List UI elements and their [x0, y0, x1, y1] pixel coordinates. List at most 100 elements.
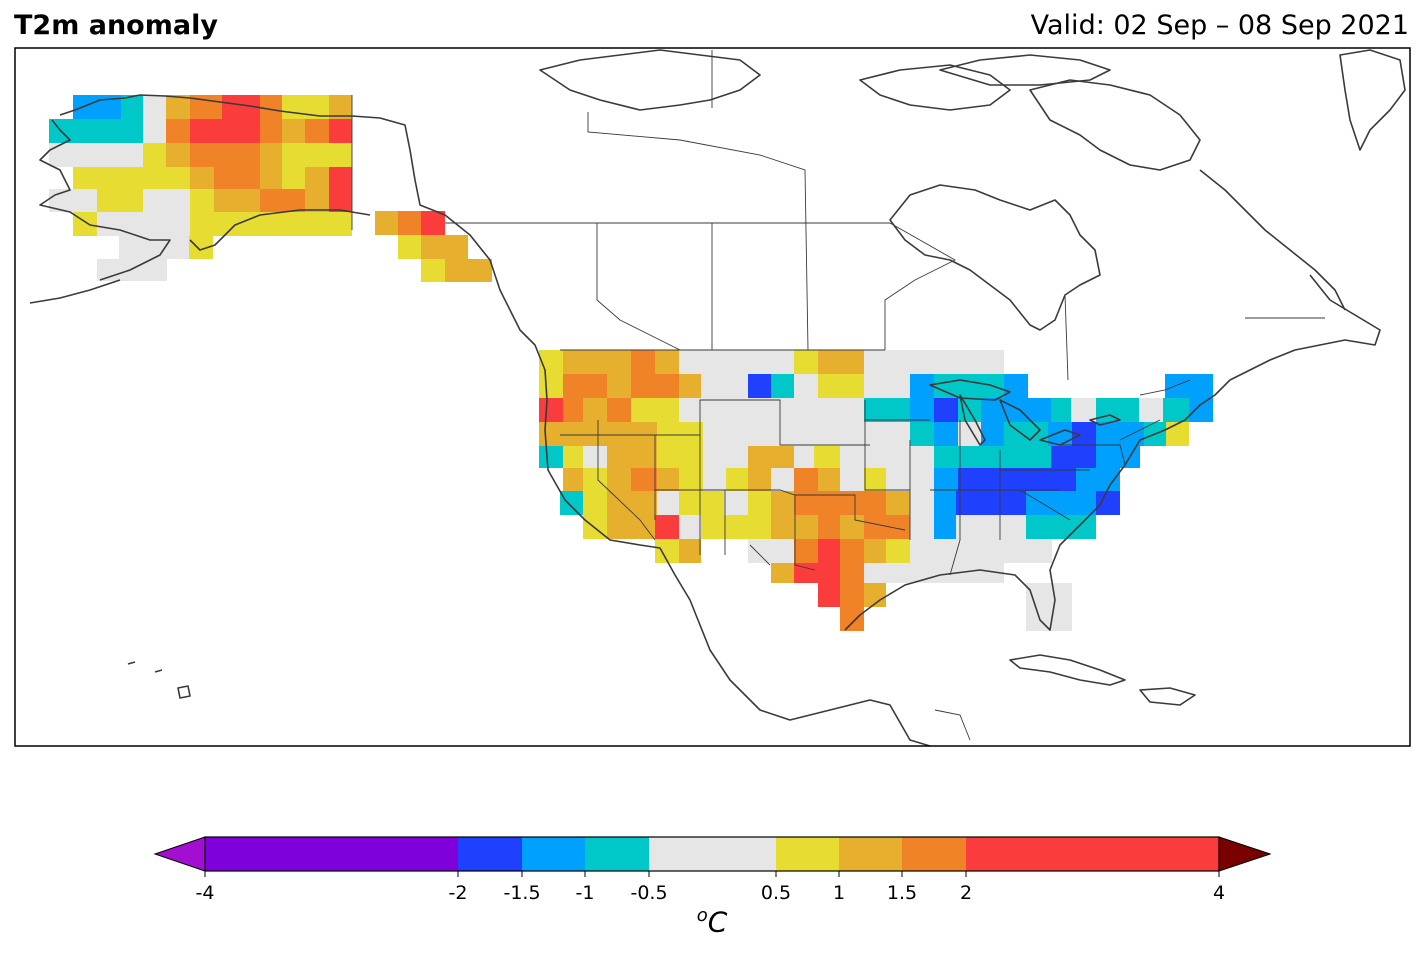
grid-cell — [143, 143, 166, 167]
grid-cell — [771, 468, 794, 491]
grid-cell — [818, 515, 840, 539]
grid-cell — [539, 422, 563, 446]
grid-cell — [794, 563, 818, 583]
grid-cell — [864, 583, 886, 607]
grid-cell — [934, 374, 958, 398]
grid-cell — [260, 119, 282, 143]
grid-cell — [886, 539, 910, 563]
colorbar-bin — [649, 837, 776, 871]
grid-cell — [701, 374, 748, 398]
grid-cell — [305, 189, 329, 212]
colorbar-tick-label: -2 — [448, 882, 468, 904]
grid-cell — [910, 515, 934, 539]
colorbar-tick-label: -1 — [575, 882, 595, 904]
grid-cell — [539, 350, 563, 374]
grid-cell — [49, 119, 143, 143]
grid-cell — [864, 374, 910, 398]
colorbar-bin — [776, 837, 839, 871]
grid-cell — [840, 607, 864, 631]
grid-cell — [840, 539, 864, 563]
grid-cell — [864, 539, 886, 563]
grid-cell — [190, 119, 260, 143]
grid-cell — [282, 119, 305, 143]
grid-cell — [1026, 446, 1051, 468]
colorbar-tick-label: 1.5 — [886, 882, 918, 904]
grid-cell — [818, 563, 840, 583]
grid-cell — [563, 468, 583, 491]
grid-cell — [563, 422, 657, 446]
grid-cell — [563, 398, 583, 422]
colorbar — [153, 836, 1272, 877]
grid-cell — [724, 491, 748, 515]
grid-cell — [563, 350, 631, 374]
grid-cell — [910, 374, 934, 398]
grid-cell — [607, 515, 655, 539]
colorbar-unit: oC — [696, 905, 728, 939]
grid-cell — [701, 515, 724, 539]
grid-cell — [910, 491, 934, 515]
grid-cell — [445, 259, 492, 282]
grid-cell — [771, 539, 794, 563]
grid-cell — [1026, 583, 1072, 607]
grid-cell — [329, 167, 352, 189]
grid-cell — [818, 583, 840, 607]
grid-cell — [398, 211, 421, 235]
colorbar-bin — [966, 837, 1219, 871]
grid-cell — [748, 446, 794, 468]
grid-cell — [1026, 515, 1096, 539]
grid-cell — [1189, 398, 1213, 422]
grid-cell — [583, 468, 607, 491]
grid-cell — [607, 468, 631, 491]
grid-cell — [679, 515, 701, 539]
grid-cell — [282, 143, 352, 167]
grid-cell — [864, 515, 910, 539]
grid-cell — [143, 189, 190, 212]
colorbar-bin — [205, 837, 458, 871]
grid-cell — [1096, 446, 1140, 468]
grid-cell — [1163, 398, 1189, 422]
grid-cell — [1026, 607, 1072, 631]
coastlines — [29, 49, 1406, 747]
colorbar-bin — [522, 837, 585, 871]
grid-cell — [1051, 468, 1076, 491]
grid-cell — [190, 143, 260, 167]
grid-cell — [655, 350, 679, 374]
colorbar-over-arrow — [1218, 836, 1272, 872]
grid-cell — [657, 468, 679, 491]
grid-cell — [607, 374, 631, 398]
grid-cell — [97, 189, 143, 212]
grid-cell — [190, 212, 214, 236]
map-frame — [14, 47, 1411, 747]
grid-cell — [956, 491, 1026, 515]
grid-cell — [934, 515, 956, 539]
grid-cell — [73, 95, 97, 119]
grid-cell — [726, 468, 748, 491]
grid-cell — [748, 468, 771, 491]
grid-cell — [49, 143, 143, 167]
grid-cell — [214, 212, 282, 236]
grid-cell — [143, 119, 166, 143]
grid-cell — [958, 422, 981, 446]
grid-cell — [583, 491, 607, 515]
grid-cell — [143, 95, 166, 119]
grid-cell — [631, 491, 657, 515]
grid-cell — [119, 236, 189, 259]
grid-cell — [421, 235, 468, 259]
grid-cell — [189, 236, 213, 259]
grid-cell — [794, 515, 818, 539]
grid-cell — [657, 422, 703, 446]
grid-cell — [703, 468, 726, 491]
grid-cell — [934, 468, 958, 491]
grid-cell — [1026, 491, 1096, 515]
grid-cell — [1004, 374, 1028, 398]
grid-cell — [607, 491, 631, 515]
grid-cell — [724, 515, 771, 539]
grid-cell — [814, 446, 840, 468]
political-borders — [351, 50, 1325, 741]
grid-cell — [981, 422, 1004, 446]
grid-cell — [818, 374, 864, 398]
grid-cell — [260, 143, 282, 167]
grid-cell — [329, 119, 352, 143]
grid-cell — [679, 350, 794, 374]
